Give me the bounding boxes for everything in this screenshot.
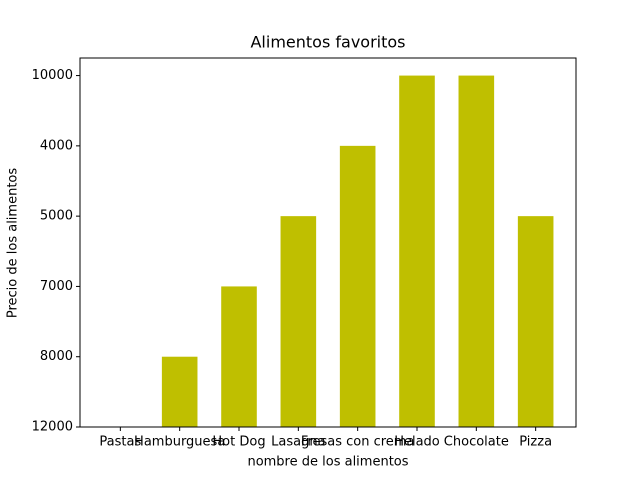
x-tick-label: Hamburguesa [134, 435, 225, 450]
chart-title: Alimentos favoritos [250, 33, 405, 52]
bar [161, 356, 198, 427]
bar [517, 216, 554, 427]
x-tick-label: Chocolate [444, 435, 509, 450]
x-tick-label: Hot Dog [212, 435, 265, 450]
plot-frame [79, 57, 577, 428]
y-tick-label: 8000 [40, 349, 73, 364]
x-tick-label: Pastas [99, 435, 141, 450]
y-tick-label: 7000 [40, 279, 73, 294]
x-tick-label: Fresas con crema [301, 435, 415, 450]
y-axis-label: Precio de los alimentos [6, 168, 21, 319]
x-tick-label: Pizza [519, 435, 552, 450]
bar [399, 75, 435, 428]
bar [221, 286, 257, 427]
y-tick-label: 12000 [32, 420, 73, 435]
y-tick-label: 4000 [40, 138, 73, 153]
x-tick-label: Lasagna [271, 435, 325, 450]
bar [280, 216, 317, 427]
y-tick-label: 5000 [40, 209, 73, 224]
bar [339, 145, 376, 427]
bar [458, 75, 495, 428]
y-tick-label: 10000 [32, 68, 73, 83]
x-axis-label: nombre de los alimentos [247, 455, 408, 470]
x-tick-label: Helado [394, 435, 440, 450]
